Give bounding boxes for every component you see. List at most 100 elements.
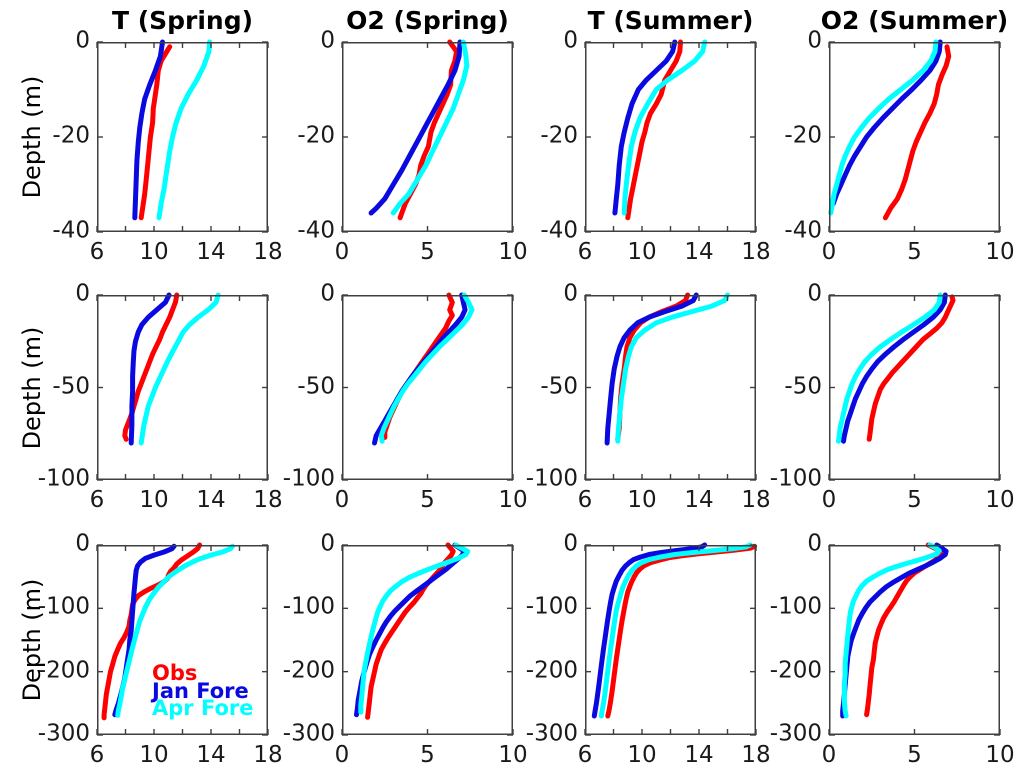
y-tick-label: 0 <box>563 530 578 557</box>
y-tick-label: -100 <box>37 465 90 492</box>
x-tick-label: 10 <box>139 487 169 513</box>
x-tick-label: 0 <box>334 239 350 265</box>
y-tick-label: -100 <box>525 465 578 492</box>
x-tick-label: 5 <box>420 742 435 768</box>
y-tick-label: 0 <box>75 530 90 557</box>
x-tick-label: 5 <box>907 742 922 768</box>
series-apr-fore <box>828 39 939 216</box>
panel-t-summer-deep <box>584 542 758 736</box>
series-apr-fore <box>138 292 221 446</box>
axes-frame <box>585 545 756 735</box>
panel-o2-summer-shallow <box>828 39 1001 233</box>
series-obs <box>625 39 683 221</box>
series-jan-fore <box>604 292 699 446</box>
y-tick-label: 0 <box>563 27 578 54</box>
x-tick-label: 0 <box>821 239 837 265</box>
x-tick-label: 10 <box>627 239 657 265</box>
y-tick-label: -50 <box>784 373 822 400</box>
series-jan-fore <box>128 292 172 446</box>
y-tick-label: -20 <box>52 122 90 149</box>
series-apr-fore <box>156 39 213 221</box>
axes-frame <box>97 295 268 480</box>
y-tick-label: -20 <box>297 122 335 149</box>
x-tick-label: 10 <box>139 742 169 768</box>
series-jan-fore <box>368 39 463 216</box>
x-tick-label: 5 <box>907 487 922 513</box>
series-jan-fore <box>841 292 948 444</box>
x-tick-label: 10 <box>498 239 528 265</box>
panel-o2-summer-deep <box>828 542 1001 736</box>
panel-o2-spring-shallow <box>341 39 514 233</box>
x-tick-label: 6 <box>577 487 593 513</box>
legend-item-apr-fore: Apr Fore <box>152 696 254 720</box>
series-apr-fore <box>615 292 730 444</box>
series-obs <box>864 542 944 718</box>
series-apr-fore <box>841 542 942 719</box>
x-tick-label: 6 <box>89 239 105 265</box>
panel-t-summer-mid <box>584 292 757 481</box>
y-tick-label: -20 <box>540 122 578 149</box>
x-tick-label: 0 <box>821 487 837 513</box>
series-obs <box>866 294 956 442</box>
series-apr-fore <box>835 292 943 444</box>
x-tick-label: 14 <box>196 487 226 513</box>
axes-frame <box>342 545 513 735</box>
y-tick-label: -200 <box>769 657 822 684</box>
axes-frame <box>585 42 756 232</box>
x-tick-label: 10 <box>985 742 1015 768</box>
x-tick-label: 14 <box>684 239 714 265</box>
x-tick-label: 18 <box>253 239 283 265</box>
x-tick-label: 10 <box>627 742 657 768</box>
x-tick-label: 18 <box>741 487 771 513</box>
axes-frame <box>585 295 756 480</box>
x-tick-label: 14 <box>196 239 226 265</box>
x-tick-label: 14 <box>684 742 714 768</box>
x-tick-label: 5 <box>907 239 922 265</box>
axes-frame <box>829 545 1000 735</box>
y-tick-label: -100 <box>282 594 335 621</box>
panel-o2-spring-mid <box>341 292 514 481</box>
x-tick-label: 18 <box>741 742 771 768</box>
x-tick-label: 10 <box>139 239 169 265</box>
legend-item-jan-fore: Jan Fore <box>152 678 249 703</box>
y-tick-label: -40 <box>784 217 822 244</box>
panel-title-o2-summer-shallow: O2 (Summer) <box>820 6 1009 35</box>
panel-t-spring-shallow <box>96 39 269 233</box>
x-tick-label: 0 <box>821 742 837 768</box>
x-tick-label: 10 <box>498 742 528 768</box>
y-tick-label: 0 <box>807 280 822 307</box>
x-tick-label: 14 <box>684 487 714 513</box>
panel-o2-spring-deep <box>341 542 514 736</box>
panel-title-t-summer-shallow: T (Summer) <box>587 6 754 35</box>
y-tick-label: -40 <box>52 217 90 244</box>
panel-title-o2-spring-shallow: O2 (Spring) <box>346 6 509 35</box>
y-axis-label-depth: Depth (m) <box>18 75 46 199</box>
series-apr-fore <box>598 542 753 719</box>
y-tick-label: 0 <box>75 27 90 54</box>
x-tick-label: 10 <box>498 487 528 513</box>
y-tick-label: 0 <box>807 27 822 54</box>
x-tick-label: 18 <box>741 239 771 265</box>
y-tick-label: -300 <box>282 720 335 747</box>
axes-frame <box>829 42 1000 232</box>
axes-frame <box>342 295 513 480</box>
axes-frame <box>97 545 268 735</box>
y-tick-label: -20 <box>784 122 822 149</box>
legend: Obs Jan Fore Apr Fore <box>152 663 254 720</box>
y-tick-label: 0 <box>807 530 822 557</box>
x-tick-label: 6 <box>577 239 593 265</box>
axes-frame <box>342 42 513 232</box>
y-tick-label: 0 <box>320 530 335 557</box>
y-tick-label: -300 <box>37 720 90 747</box>
y-tick-label: -50 <box>52 373 90 400</box>
x-tick-label: 6 <box>577 742 593 768</box>
y-tick-label: 0 <box>320 280 335 307</box>
y-tick-label: -300 <box>525 720 578 747</box>
y-tick-label: 0 <box>563 280 578 307</box>
y-tick-label: -100 <box>282 465 335 492</box>
panel-t-spring-mid <box>96 292 269 481</box>
series-apr-fore <box>621 39 708 216</box>
y-tick-label: -100 <box>37 594 90 621</box>
x-tick-label: 0 <box>334 487 350 513</box>
